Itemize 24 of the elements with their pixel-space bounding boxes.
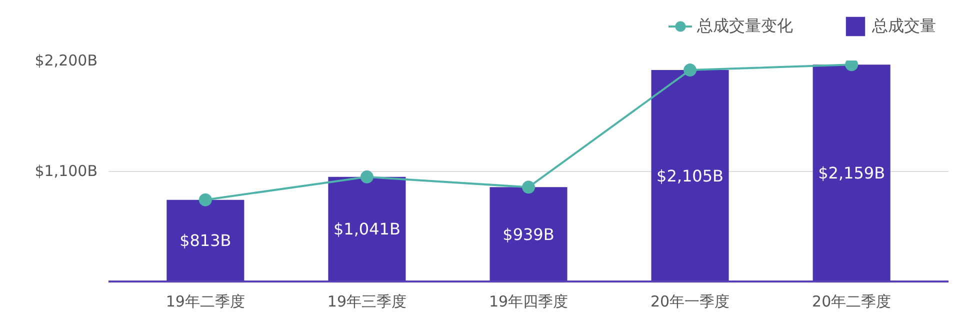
data-label: $2,159B <box>818 164 886 183</box>
data-label: $2,105B <box>656 166 724 186</box>
y-tick-label: $1,100B <box>34 162 98 180</box>
data-label: $1,041B <box>333 220 400 239</box>
x-tick-label: 20年二季度 <box>812 292 892 310</box>
point <box>198 193 212 206</box>
bar <box>328 176 406 282</box>
bar <box>812 64 890 282</box>
x-tick-label: 19年三季度 <box>327 292 407 310</box>
legend-label: 总成交量变化 <box>697 16 793 36</box>
x-tick-label: 20年一季度 <box>650 292 730 310</box>
bar <box>651 70 729 282</box>
bar <box>166 200 244 282</box>
point <box>522 180 535 194</box>
point <box>360 170 374 184</box>
y-tick-label: $2,200B <box>34 52 98 70</box>
point <box>845 60 858 72</box>
x-tick-label: 19年四季度 <box>488 292 568 310</box>
data-label: $939B <box>502 224 554 244</box>
data-label: $813B <box>180 231 232 250</box>
bar <box>490 187 568 282</box>
legend-label: 总成交量 <box>872 16 936 36</box>
x-tick-label: 19年二季度 <box>166 292 245 310</box>
point <box>684 64 697 77</box>
